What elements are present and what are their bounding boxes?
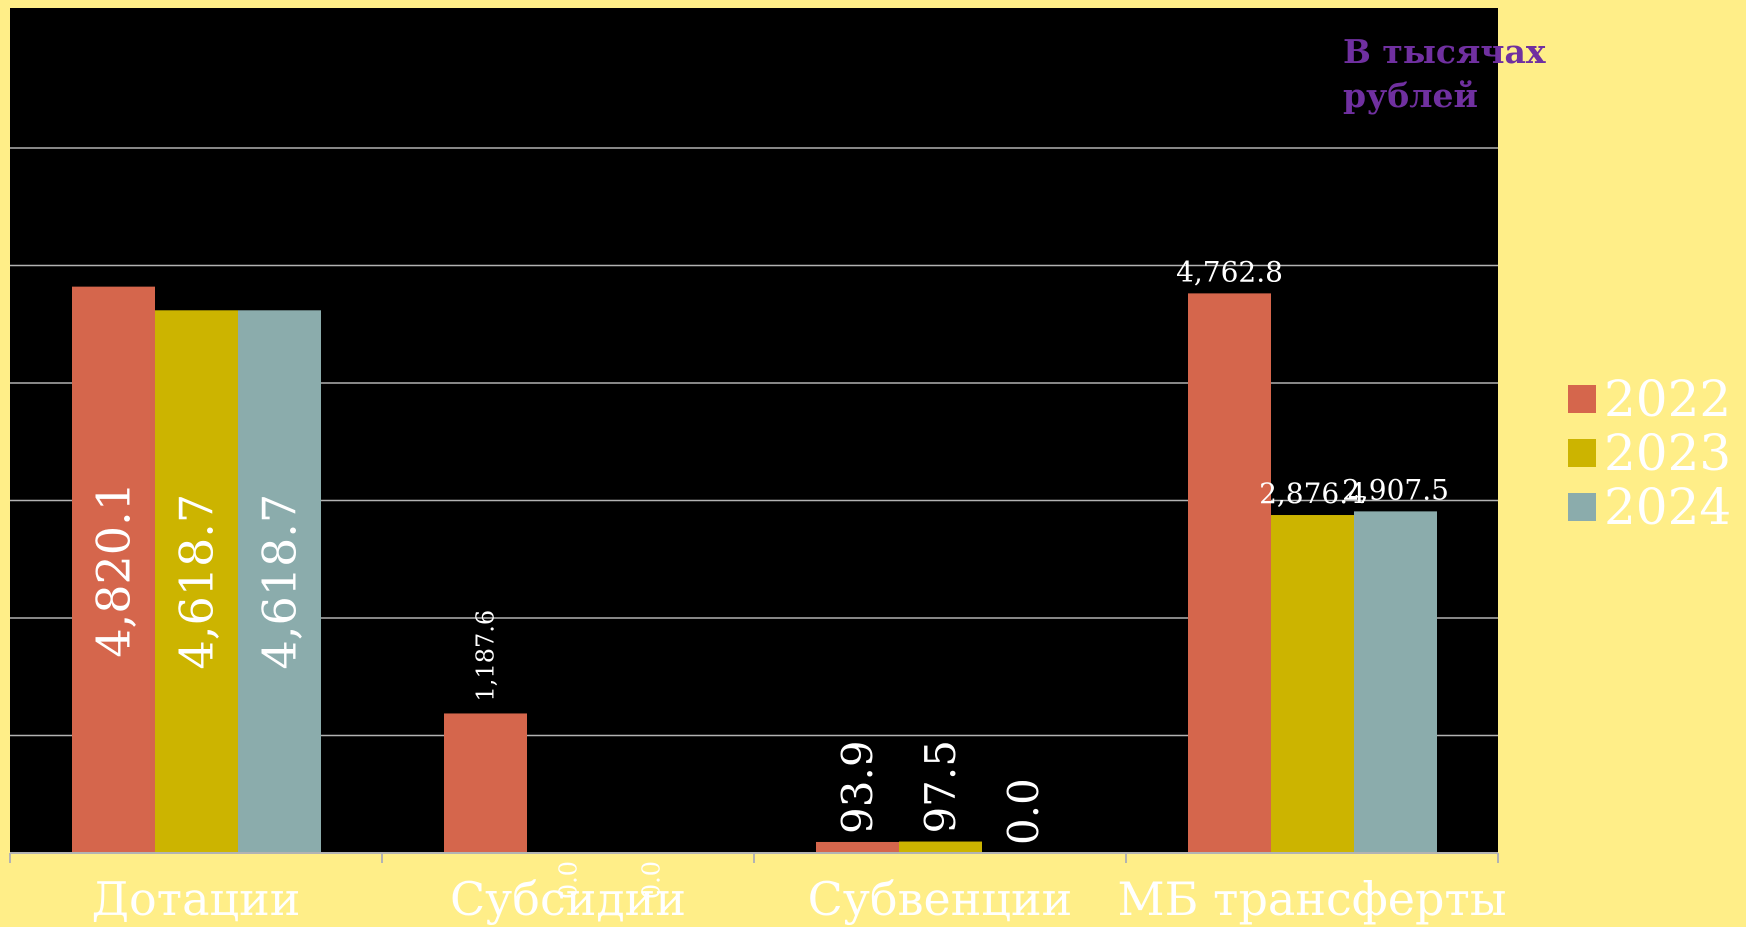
unit-annotation-line-2: рублей [1343,76,1478,115]
data-label-2024-4: 2,907.5 [1342,473,1449,506]
legend-item: 2023 [1568,426,1731,480]
bar-2023-3 [899,841,982,853]
legend-label: 2024 [1604,478,1732,536]
data-label-2022-1: 4,820.1 [87,482,141,658]
x-axis-label: Субвенции [808,872,1073,926]
data-label-2024-3: 0.0 [999,778,1048,845]
bars [72,286,1437,854]
bar-2023-4 [1271,515,1354,853]
legend-swatch [1568,385,1596,413]
data-label-2023-2: 0.0 [555,861,583,899]
bar-2023-1 [155,310,238,854]
legend-label: 2022 [1604,370,1732,428]
bar-2022-4 [1188,293,1271,854]
legend-swatch [1568,493,1596,521]
legend-label: 2023 [1604,424,1732,482]
data-label-2023-1: 4,618.7 [170,494,224,670]
x-axis-label: Субсидии [450,872,686,926]
unit-annotation: В тысячах [1343,32,1546,71]
bar-2022-2 [444,713,527,853]
legend-item: 2022 [1568,372,1731,426]
data-label-2022-4: 4,762.8 [1176,255,1283,288]
bar-2022-3 [816,841,899,853]
bar-2022-1 [72,286,155,853]
data-labels: 4,820.1 1,187.6 93.9 4,762.8 4,618.7 0.0 97.5 2… [87,255,1449,899]
data-label-2023-3: 97.5 [916,740,965,834]
data-label-2022-3: 93.9 [833,740,882,834]
legend: 2022 2023 2024 [1568,372,1731,534]
data-label-2024-1: 4,618.7 [253,494,307,670]
x-axis-label: Дотации [92,872,301,926]
x-axis-ticks [9,853,1499,863]
data-label-2022-2: 1,187.6 [472,610,500,702]
x-axis-labels: Дотации Субсидии Субвенции МБ трансферты [92,872,1507,926]
data-label-2024-2: 0.0 [638,861,666,899]
legend-item: 2024 [1568,480,1731,534]
bar-2024-4 [1354,511,1437,853]
bar-2024-1 [238,310,321,854]
data-label-2023-4: 2,876.4 [1259,477,1366,510]
legend-swatch [1568,439,1596,467]
x-axis-label: МБ трансферты [1117,872,1506,926]
